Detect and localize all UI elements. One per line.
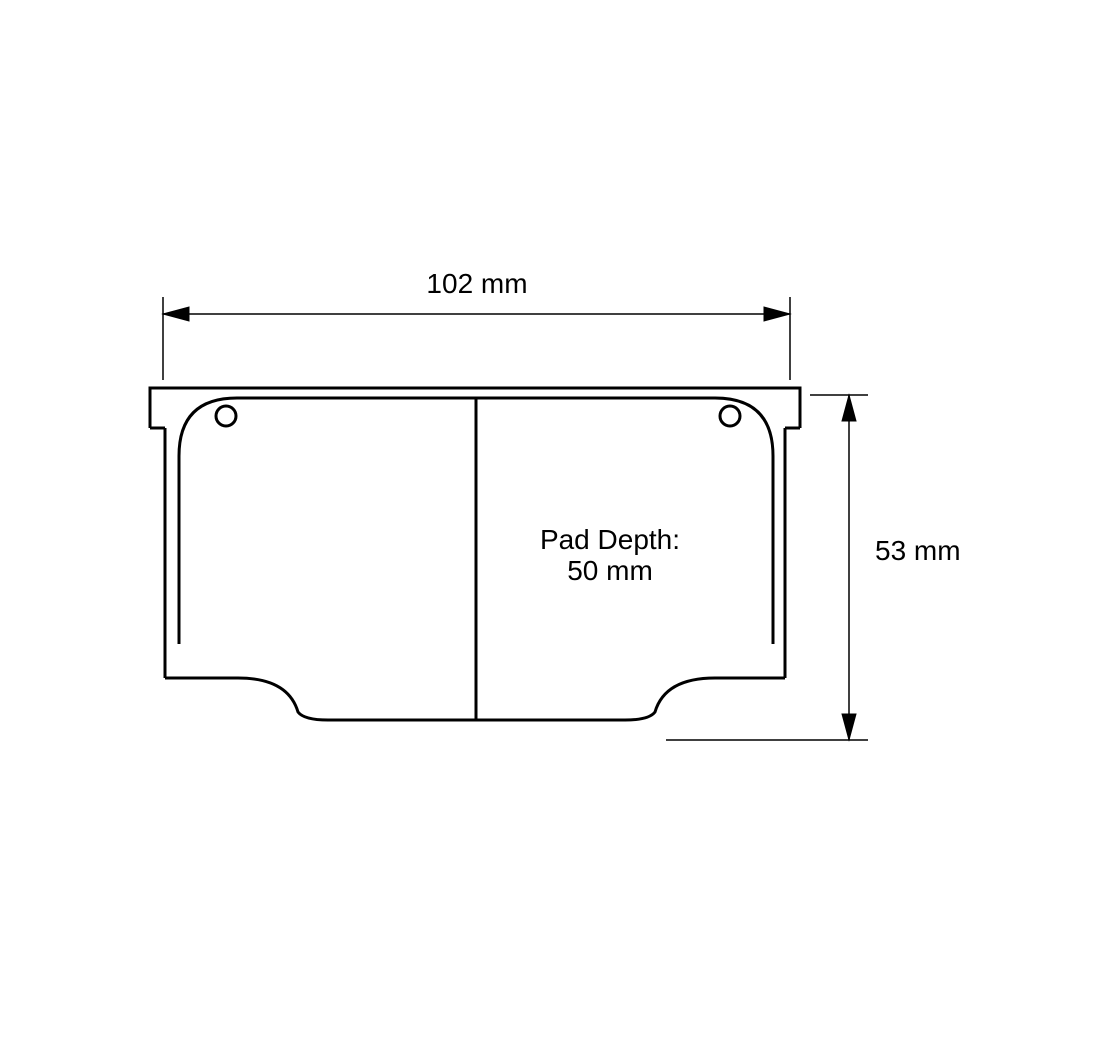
mounting-hole-1 [216,406,236,426]
pad-depth-label-line1: Pad Depth: [540,524,680,555]
arrowhead-down [842,714,856,740]
arrowhead-right [764,307,790,321]
pad-depth-label-line2: 50 mm [567,555,653,586]
dim-width-label: 102 mm [426,268,527,299]
dim-height-label: 53 mm [875,535,961,566]
arrowhead-up [842,395,856,421]
technical-drawing: 102 mm 53 mm Pad Depth:50 mm [0,0,1100,1050]
arrowhead-left [163,307,189,321]
mounting-hole-2 [720,406,740,426]
